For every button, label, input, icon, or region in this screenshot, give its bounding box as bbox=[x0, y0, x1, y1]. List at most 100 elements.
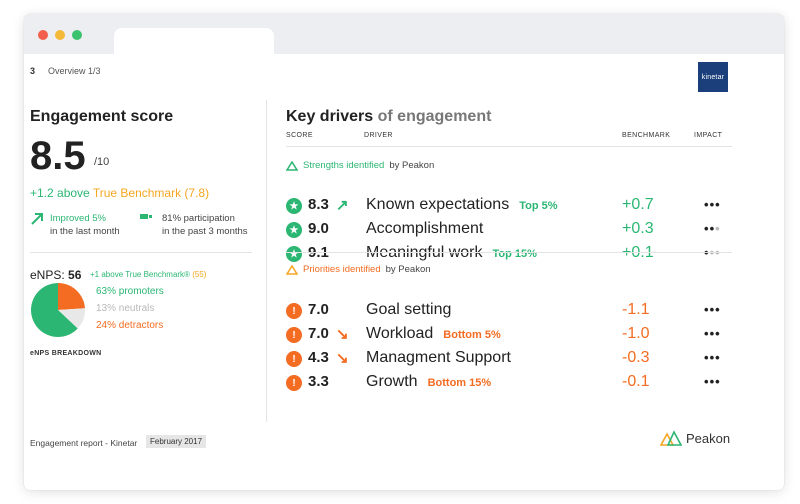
key-drivers-title: Key drivers of engagement bbox=[286, 108, 491, 126]
impact-dots-icon[interactable]: ••• bbox=[704, 374, 721, 389]
strength-badge-icon: ★ bbox=[286, 246, 302, 262]
strength-badge-icon: ★ bbox=[286, 198, 302, 214]
participation-icon bbox=[140, 214, 152, 219]
driver-row[interactable]: ★ 8.3 ↗ Known expectations Top 5% +0.7 ••• bbox=[286, 195, 736, 217]
legend-promoters: 63% promoters bbox=[96, 286, 164, 297]
driver-name[interactable]: Goal setting bbox=[366, 301, 451, 319]
title-bar bbox=[24, 14, 784, 54]
participation-stat: 81% participation in the past 3 months bbox=[162, 212, 248, 238]
strengths-by-label: by Peakon bbox=[389, 160, 435, 171]
enps-label: eNPS: bbox=[30, 268, 65, 282]
key-drivers-title-strong: Key drivers bbox=[286, 108, 374, 125]
benchmark-value: -1.0 bbox=[622, 325, 650, 342]
column-header-benchmark[interactable]: BENCHMARK bbox=[622, 132, 671, 139]
improvement-stat: Improved 5% in the last month bbox=[50, 212, 120, 238]
priorities-label: Priorities identified bbox=[303, 264, 381, 275]
enps-score: eNPS: 56 bbox=[30, 268, 81, 282]
impact-dots-icon[interactable]: ••• bbox=[704, 350, 721, 365]
impact-dots-icon[interactable]: ••• bbox=[704, 221, 721, 236]
close-window-button[interactable] bbox=[38, 30, 48, 40]
peakon-mark-icon bbox=[286, 264, 298, 275]
header-rule bbox=[286, 146, 732, 147]
driver-name[interactable]: Known expectations Top 5% bbox=[366, 196, 558, 214]
participation-stat-value: 81% participation bbox=[162, 213, 235, 224]
pie-slice-promoters bbox=[31, 283, 78, 337]
page-label: Overview 1/3 bbox=[48, 66, 101, 76]
peakon-brand: Peakon bbox=[660, 430, 730, 446]
benchmark-tag: Bottom 15% bbox=[427, 377, 492, 389]
benchmark-value: -0.1 bbox=[622, 373, 650, 390]
benchmark-tag: Top 15% bbox=[492, 248, 537, 260]
priority-badge-icon: ! bbox=[286, 351, 302, 367]
driver-name[interactable]: Managment Support bbox=[366, 349, 511, 367]
column-header-score[interactable]: SCORE bbox=[286, 132, 313, 139]
driver-row[interactable]: ! 3.3 Growth Bottom 15% -0.1 ••• bbox=[286, 372, 736, 394]
enps-benchmark-delta: +1 above True Benchmark® bbox=[90, 270, 190, 279]
legend-detractors: 24% detractors bbox=[96, 320, 164, 331]
section-rule bbox=[286, 252, 732, 253]
benchmark-value: +0.1 bbox=[622, 244, 654, 261]
maximize-window-button[interactable] bbox=[72, 30, 82, 40]
priority-badge-icon: ! bbox=[286, 375, 302, 391]
impact-dots-icon[interactable]: ••• bbox=[704, 197, 721, 212]
driver-score: 4.3 bbox=[308, 349, 329, 366]
key-drivers-title-light: of engagement bbox=[377, 108, 492, 125]
driver-row[interactable]: ! 7.0 ↘ Workload Bottom 5% -1.0 ••• bbox=[286, 324, 736, 346]
benchmark-name: True Benchmark (7.8) bbox=[92, 186, 210, 200]
trend-down-icon: ↘ bbox=[336, 326, 349, 343]
engagement-score-title: Engagement score bbox=[30, 108, 174, 125]
driver-label: Known expectations bbox=[366, 196, 510, 213]
driver-name[interactable]: Meaningful work Top 15% bbox=[366, 244, 537, 262]
panel-divider bbox=[266, 100, 267, 422]
driver-score: 3.3 bbox=[308, 373, 329, 390]
impact-dots-icon[interactable]: ••• bbox=[704, 302, 721, 317]
minimize-window-button[interactable] bbox=[55, 30, 65, 40]
pie-slice-neutrals bbox=[58, 308, 85, 329]
benchmark-comparison: +1.2 above True Benchmark (7.8) bbox=[30, 186, 209, 200]
trend-up-icon bbox=[31, 213, 43, 225]
benchmark-delta: +1.2 above bbox=[30, 186, 90, 200]
driver-name[interactable]: Accomplishment bbox=[366, 220, 483, 238]
strengths-section-label: Strengths identified by Peakon bbox=[286, 160, 434, 171]
peakon-brand-name: Peakon bbox=[686, 430, 731, 446]
benchmark-tag: Top 5% bbox=[519, 200, 558, 212]
driver-row[interactable]: ! 4.3 ↘ Managment Support -0.3 ••• bbox=[286, 348, 736, 370]
priority-badge-icon: ! bbox=[286, 327, 302, 343]
column-header-impact[interactable]: IMPACT bbox=[694, 132, 723, 139]
strength-badge-icon: ★ bbox=[286, 222, 302, 238]
report-date: February 2017 bbox=[146, 435, 207, 448]
page-number: 3 bbox=[30, 66, 36, 76]
peakon-logo-icon bbox=[660, 430, 682, 446]
enps-value: 56 bbox=[68, 268, 82, 282]
enps-benchmark-note: +1 above True Benchmark® (55) bbox=[90, 270, 206, 279]
participation-stat-period: in the past 3 months bbox=[162, 226, 248, 237]
priority-badge-icon: ! bbox=[286, 303, 302, 319]
browser-tab[interactable] bbox=[114, 28, 274, 54]
driver-label: Growth bbox=[366, 373, 418, 390]
driver-score: 7.0 bbox=[308, 325, 329, 342]
benchmark-value: +0.7 bbox=[622, 196, 654, 213]
engagement-score-max: /10 bbox=[94, 156, 110, 168]
driver-name[interactable]: Growth Bottom 15% bbox=[366, 373, 491, 391]
trend-up-icon: ↗ bbox=[336, 197, 349, 214]
trend-down-icon: ↘ bbox=[336, 350, 349, 367]
strengths-label: Strengths identified bbox=[303, 160, 385, 171]
benchmark-value: +0.3 bbox=[622, 220, 654, 237]
benchmark-value: -0.3 bbox=[622, 349, 650, 366]
section-divider bbox=[30, 252, 252, 253]
benchmark-value: -1.1 bbox=[622, 301, 650, 318]
driver-row[interactable]: ★ 9.0 Accomplishment +0.3 ••• bbox=[286, 219, 736, 241]
improvement-stat-value: Improved 5% bbox=[50, 213, 106, 224]
driver-name[interactable]: Workload Bottom 5% bbox=[366, 325, 501, 343]
driver-score: 9.0 bbox=[308, 220, 329, 237]
column-header-driver[interactable]: DRIVER bbox=[364, 132, 393, 139]
improvement-stat-period: in the last month bbox=[50, 226, 120, 237]
driver-label: Managment Support bbox=[366, 349, 511, 366]
enps-breakdown-label: eNPS BREAKDOWN bbox=[30, 350, 102, 357]
peakon-mark-icon bbox=[286, 160, 298, 171]
driver-label: Workload bbox=[366, 325, 434, 342]
driver-score: 8.3 bbox=[308, 196, 329, 213]
driver-row[interactable]: ! 7.0 Goal setting -1.1 ••• bbox=[286, 300, 736, 322]
impact-dots-icon[interactable]: ••• bbox=[704, 326, 721, 341]
